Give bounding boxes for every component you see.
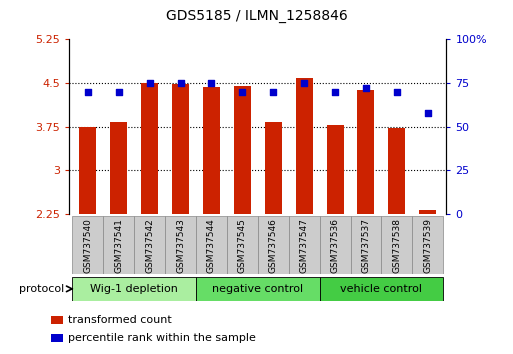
- Point: [362, 85, 370, 91]
- Point: [424, 110, 432, 115]
- Bar: [51, 316, 63, 324]
- Point: [331, 89, 339, 95]
- Bar: [320, 277, 443, 301]
- Bar: [358, 90, 374, 214]
- Bar: [72, 216, 103, 274]
- Text: Wig-1 depletion: Wig-1 depletion: [90, 284, 178, 294]
- Bar: [265, 122, 282, 214]
- Text: GSM737538: GSM737538: [392, 218, 401, 273]
- Bar: [103, 216, 134, 274]
- Point: [207, 80, 215, 86]
- Bar: [203, 87, 220, 214]
- Bar: [419, 210, 436, 214]
- Text: GSM737537: GSM737537: [362, 218, 370, 273]
- Bar: [110, 122, 127, 214]
- Bar: [295, 78, 312, 214]
- Bar: [388, 128, 405, 214]
- Text: GSM737543: GSM737543: [176, 218, 185, 273]
- Text: GSM737539: GSM737539: [423, 218, 432, 273]
- Bar: [412, 216, 443, 274]
- Bar: [227, 216, 258, 274]
- Bar: [289, 216, 320, 274]
- Bar: [134, 216, 165, 274]
- Bar: [80, 127, 96, 214]
- Bar: [141, 83, 158, 214]
- Bar: [72, 277, 196, 301]
- Bar: [327, 125, 344, 214]
- Bar: [258, 216, 289, 274]
- Text: protocol: protocol: [19, 284, 64, 294]
- Text: transformed count: transformed count: [68, 315, 171, 325]
- Point: [300, 80, 308, 86]
- Text: GSM737545: GSM737545: [238, 218, 247, 273]
- Bar: [196, 277, 320, 301]
- Point: [393, 89, 401, 95]
- Point: [84, 89, 92, 95]
- Text: GSM737542: GSM737542: [145, 218, 154, 273]
- Bar: [320, 216, 350, 274]
- Point: [146, 80, 154, 86]
- Bar: [196, 216, 227, 274]
- Bar: [165, 216, 196, 274]
- Text: GSM737546: GSM737546: [269, 218, 278, 273]
- Bar: [234, 86, 251, 214]
- Text: percentile rank within the sample: percentile rank within the sample: [68, 333, 255, 343]
- Text: GDS5185 / ILMN_1258846: GDS5185 / ILMN_1258846: [166, 9, 347, 23]
- Text: GSM737547: GSM737547: [300, 218, 309, 273]
- Point: [176, 80, 185, 86]
- Bar: [381, 216, 412, 274]
- Point: [269, 89, 278, 95]
- Text: GSM737541: GSM737541: [114, 218, 123, 273]
- Text: GSM737544: GSM737544: [207, 218, 216, 273]
- Bar: [172, 85, 189, 214]
- Point: [114, 89, 123, 95]
- Text: negative control: negative control: [212, 284, 303, 294]
- Point: [238, 89, 246, 95]
- Bar: [51, 334, 63, 342]
- Text: GSM737536: GSM737536: [330, 218, 340, 273]
- Text: GSM737540: GSM737540: [83, 218, 92, 273]
- Text: vehicle control: vehicle control: [341, 284, 422, 294]
- Bar: [350, 216, 381, 274]
